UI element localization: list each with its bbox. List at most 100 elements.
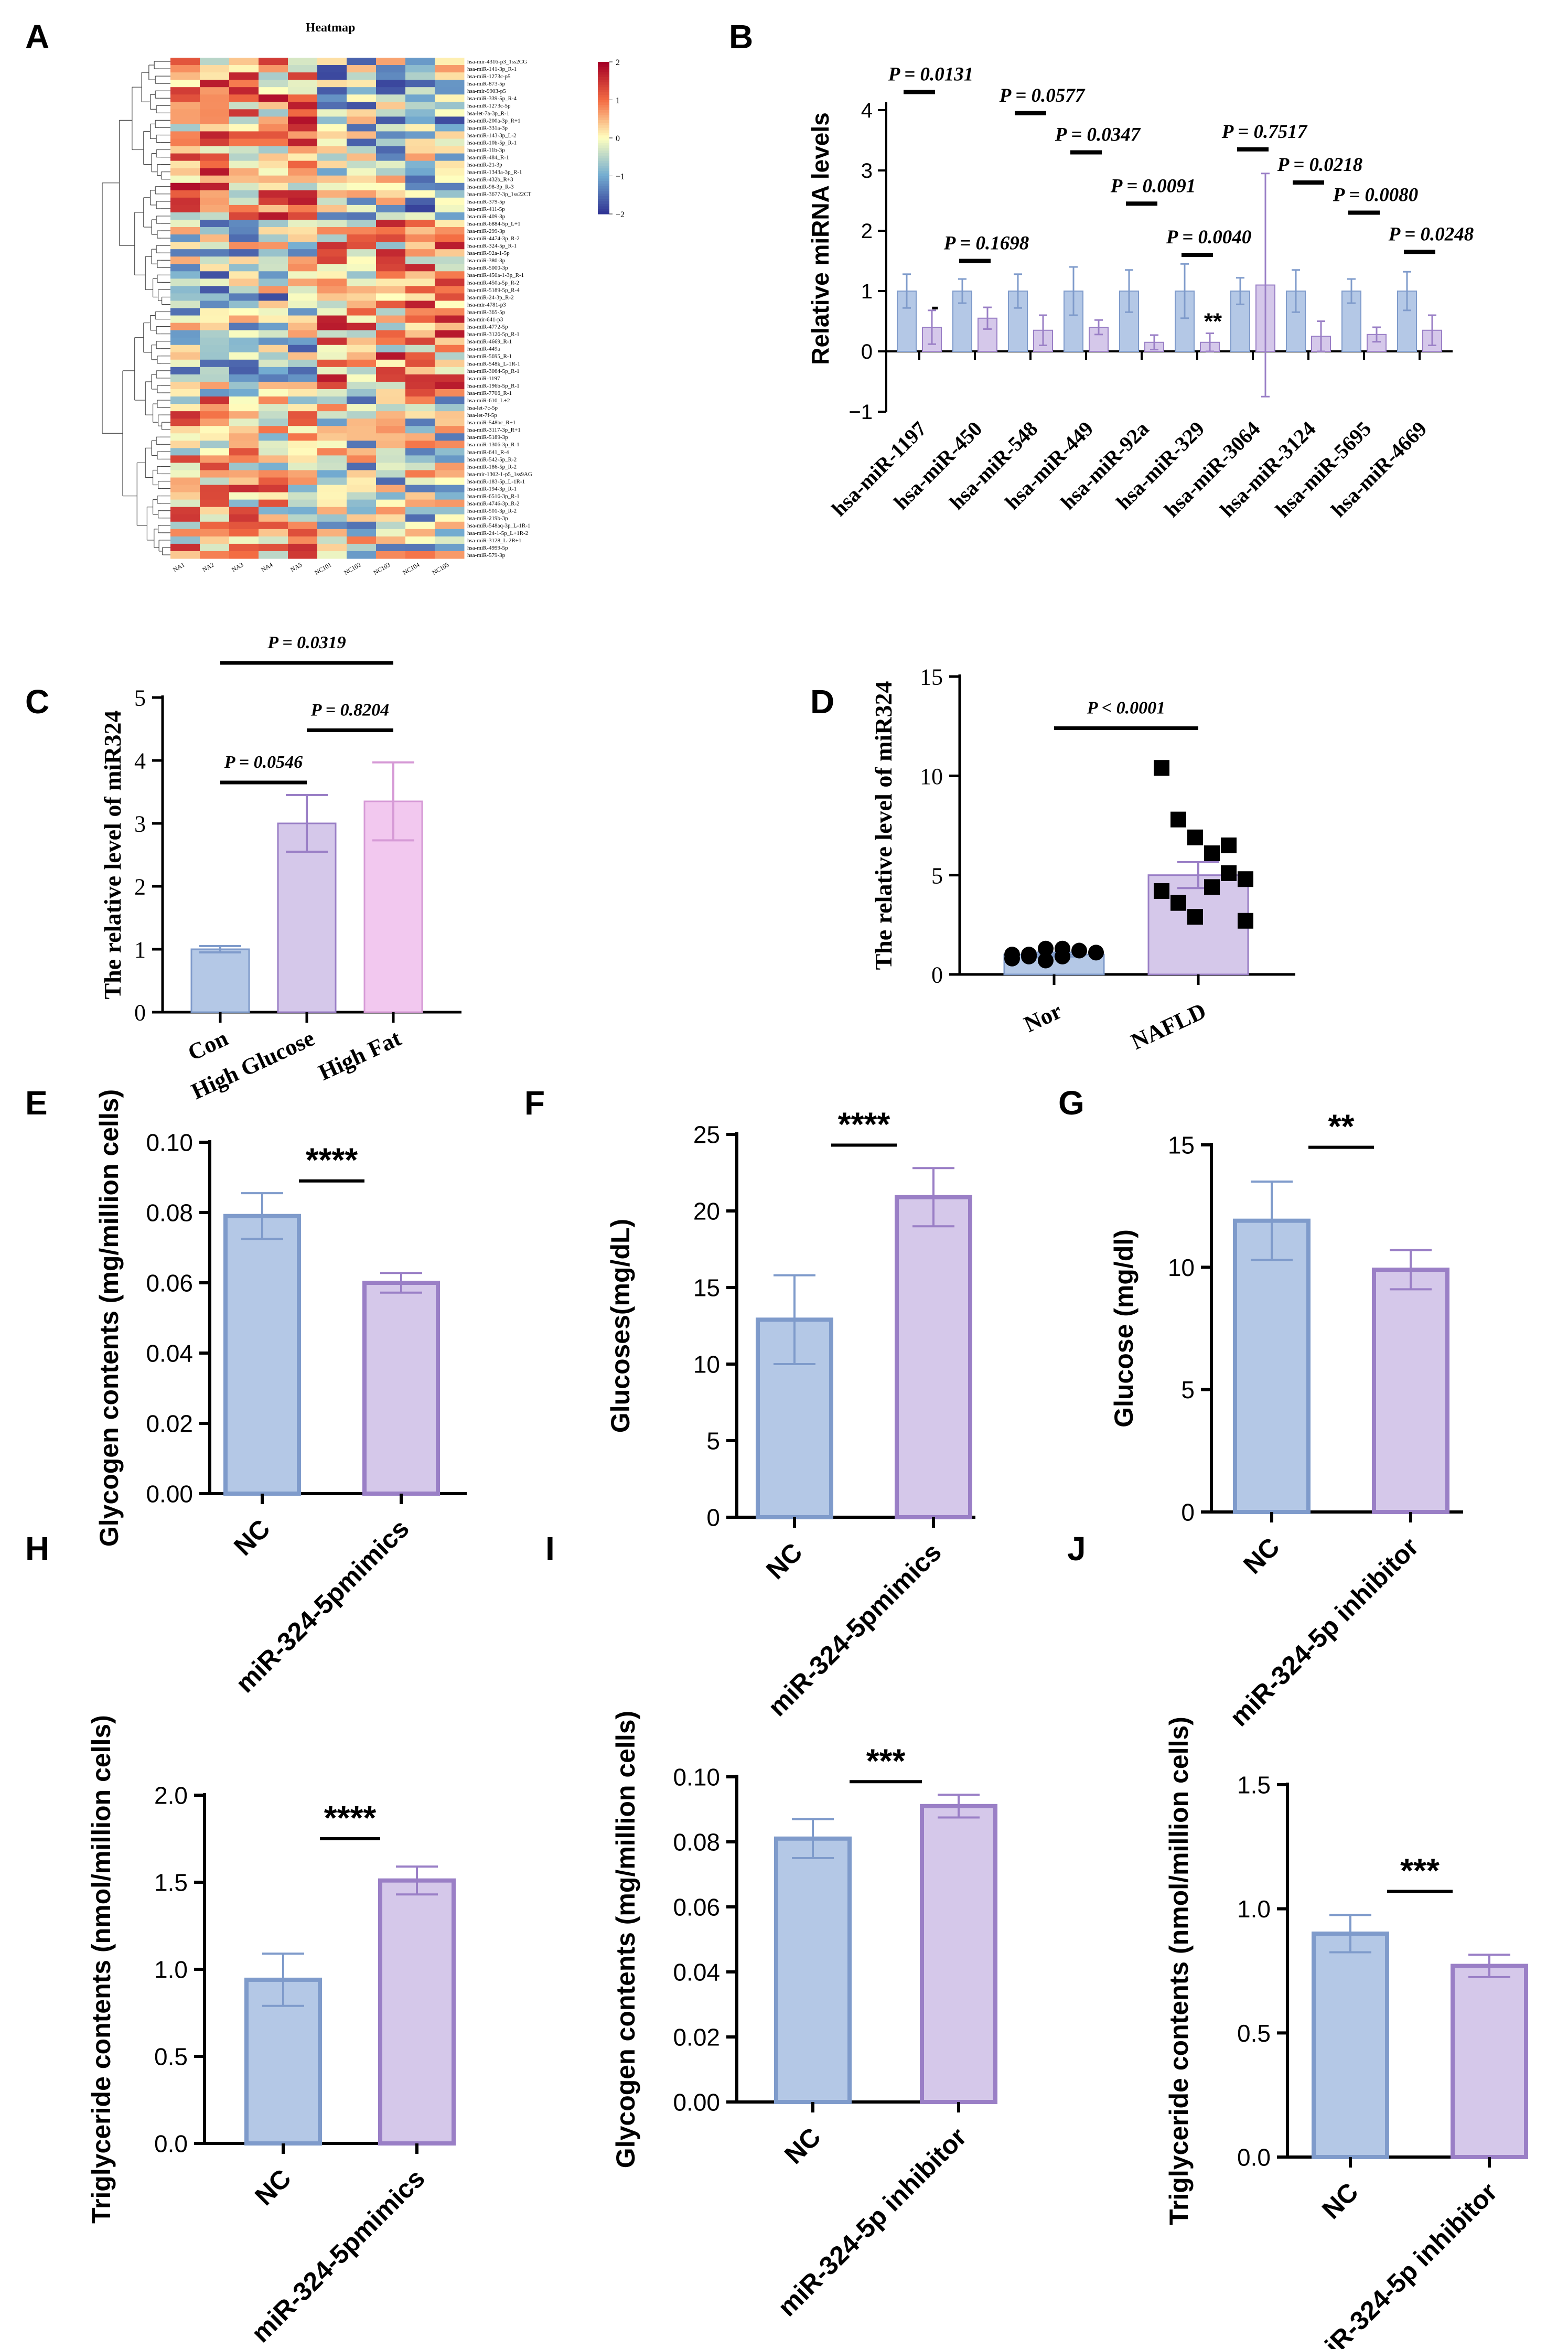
bar-mir-324-5p-inhibitor (1372, 1268, 1449, 1514)
heatmap-cell (229, 168, 259, 176)
heatmap-cell (347, 345, 377, 353)
heatmap-row-label: hsa-miR-548aq-3p_L-1R-1 (467, 523, 530, 529)
heatmap-cell (259, 212, 288, 220)
y-tick-label: 1 (134, 937, 146, 963)
heatmap-cell (317, 249, 347, 257)
pvalue-label: P = 0.0080 (1333, 185, 1419, 206)
heatmap-cell (317, 396, 347, 404)
heatmap-cell (317, 146, 347, 154)
heatmap-cell (347, 286, 377, 294)
heatmap-cell (405, 323, 435, 331)
comparison-label: P = 0.0319 (267, 633, 346, 652)
heatmap-cell (317, 463, 347, 470)
heatmap-cell (170, 58, 200, 66)
heatmap-cell (347, 419, 377, 426)
heatmap-cell (317, 352, 347, 360)
heatmap-cell (347, 499, 377, 508)
heatmap-cell (288, 507, 318, 515)
heatmap-cell (288, 168, 318, 176)
heatmap-cell (347, 293, 377, 301)
heatmap-row-label: hsa-miR-92a-1-5p (467, 250, 510, 256)
heatmap-cell (435, 58, 465, 66)
heatmap-cell (288, 323, 318, 331)
heatmap-cell (200, 536, 230, 544)
heatmap-cell (435, 80, 465, 88)
heatmap-cell (405, 514, 435, 522)
significance-label: **** (306, 1141, 358, 1179)
heatmap-cell (229, 249, 259, 257)
heatmap-cell (435, 131, 465, 139)
heatmap-cell (288, 293, 318, 301)
heatmap-cell (170, 131, 200, 139)
heatmap-cell (200, 94, 230, 102)
y-tick-label: 0.08 (146, 1199, 193, 1226)
heatmap-cell (317, 286, 347, 294)
heatmap-cell (376, 190, 406, 198)
heatmap-cell (405, 463, 435, 470)
heatmap-cell (405, 183, 435, 191)
heatmap-cell (170, 168, 200, 176)
data-point (1021, 947, 1037, 963)
pvalue-label: P = 0.7517 (1221, 121, 1308, 143)
heatmap-cell (259, 183, 288, 191)
heatmap-cell (170, 227, 200, 235)
heatmap-col-label: NC103 (372, 561, 391, 576)
heatmap-cell (435, 433, 465, 441)
heatmap-cell (288, 389, 318, 397)
heatmap-cell (200, 448, 230, 456)
heatmap-colorbar-segment (598, 170, 609, 174)
heatmap-cell (200, 65, 230, 73)
heatmap-row-label: hsa-miR-219b-3p (467, 516, 508, 522)
heatmap-cell (347, 411, 377, 419)
heatmap-cell (170, 94, 200, 102)
heatmap-cell (229, 411, 259, 419)
heatmap-cell (405, 352, 435, 360)
heatmap-cell (200, 499, 230, 508)
heatmap-cell (347, 359, 377, 368)
heatmap-cell (435, 249, 465, 257)
heatmap-row-label: hsa-miR-200a-3p_R+1 (467, 117, 521, 124)
heatmap-cell (376, 175, 406, 184)
heatmap-cell (200, 242, 230, 250)
heatmap-cell (200, 367, 230, 375)
heatmap-cell (170, 153, 200, 162)
heatmap-cell (229, 470, 259, 478)
y-axis-label: The relative level of miR324 (99, 710, 126, 999)
heatmap-cell (347, 264, 377, 272)
heatmap-cell (200, 124, 230, 132)
heatmap-cell (288, 234, 318, 242)
heatmap-cell (376, 315, 406, 324)
significance-mark: ** (1204, 308, 1222, 334)
heatmap-cell (376, 529, 406, 537)
heatmap-cell (259, 411, 288, 419)
heatmap-cell (259, 168, 288, 176)
heatmap-cell (259, 521, 288, 530)
heatmap-row-label: hsa-miR-484_R-1 (467, 155, 509, 161)
heatmap-colorbar-segment (598, 140, 609, 144)
heatmap-cell (229, 337, 259, 346)
panel-i-chart: 0.00 0.02 0.04 0.06 0.08 0.10 Glycogen content… (611, 1711, 997, 2322)
heatmap-cell (200, 58, 230, 66)
heatmap-cell (376, 352, 406, 360)
heatmap-cell (435, 477, 465, 486)
heatmap-cell (288, 116, 318, 124)
heatmap-cell (435, 323, 465, 331)
heatmap-cell (435, 374, 465, 382)
heatmap-cell (288, 463, 318, 470)
heatmap-cell (229, 124, 259, 132)
heatmap-cell (405, 529, 435, 537)
heatmap-cell (376, 330, 406, 338)
heatmap-cell (170, 367, 200, 375)
heatmap-row-label: hsa-miR-24-3p_R-2 (467, 294, 514, 301)
heatmap-cell (200, 470, 230, 478)
heatmap-cell (317, 242, 347, 250)
heatmap-cell (435, 536, 465, 544)
heatmap-cell (376, 94, 406, 102)
heatmap-cell (200, 514, 230, 522)
x-tick-label: NAFLD (1127, 998, 1210, 1055)
heatmap-cell (259, 72, 288, 80)
heatmap-cell (229, 160, 259, 169)
heatmap-cell (259, 426, 288, 434)
heatmap-cell (170, 146, 200, 154)
y-tick-label: 0.00 (146, 1480, 193, 1507)
